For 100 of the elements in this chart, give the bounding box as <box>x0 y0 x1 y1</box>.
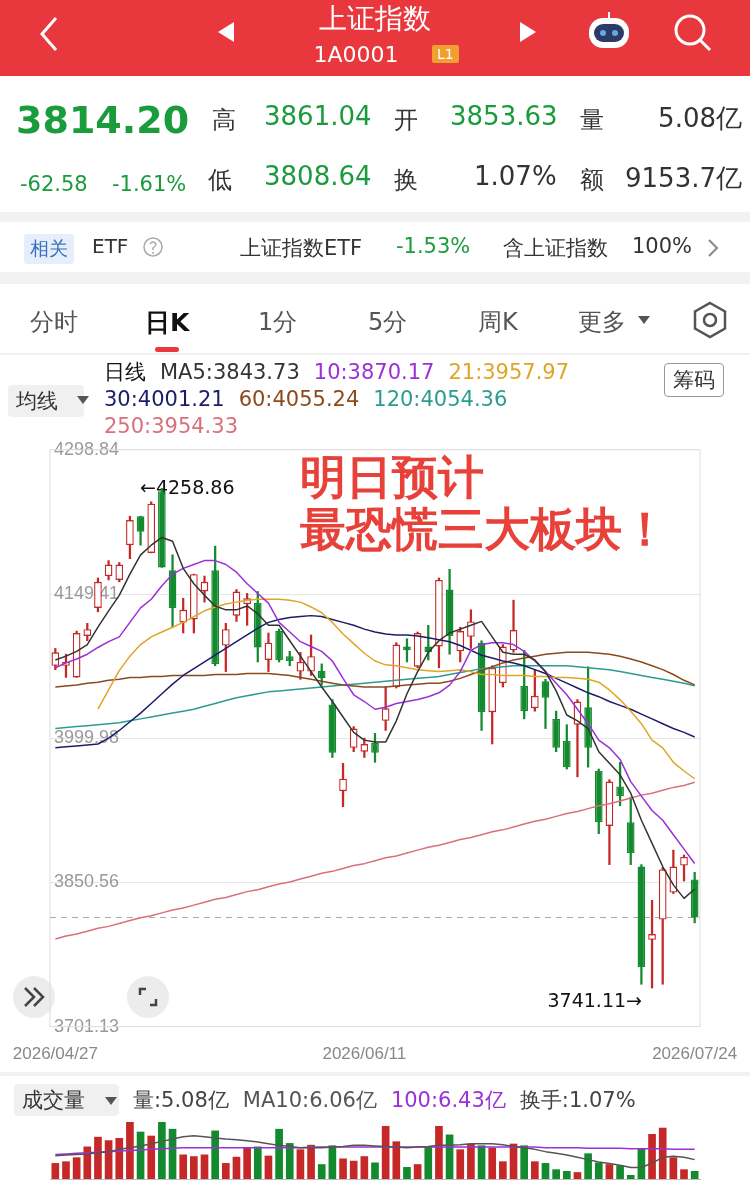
bar <box>349 1160 358 1179</box>
y-tick-label: 4298.84 <box>54 438 120 459</box>
text: 含上证指数 <box>503 235 608 262</box>
text: 21:3957.97 <box>448 359 570 386</box>
series-label: 100:6.43亿 <box>390 1087 506 1114</box>
bar <box>616 1165 624 1179</box>
bar <box>456 1149 465 1179</box>
bar <box>435 1125 443 1179</box>
bar <box>339 1158 347 1179</box>
y-tick-label: 3850.56 <box>54 871 120 892</box>
text: 100% <box>632 234 693 258</box>
text: 低 <box>208 165 232 196</box>
bar <box>158 1122 166 1179</box>
chart-title: 日线 <box>104 359 146 386</box>
bar <box>264 1155 273 1179</box>
bar <box>594 1162 603 1179</box>
bar <box>211 1130 219 1179</box>
text: 分时 <box>30 307 78 338</box>
text: 均线 <box>8 385 84 417</box>
text: 1.07% <box>474 161 557 191</box>
annotation: 明日预计 <box>300 450 485 504</box>
bar <box>467 1143 475 1179</box>
text: ETF <box>92 234 129 258</box>
bar <box>360 1156 369 1179</box>
bar <box>499 1161 507 1179</box>
text: 3814.20 <box>16 98 190 142</box>
bar <box>658 1127 667 1179</box>
text: 额 <box>580 165 604 196</box>
text: 1分 <box>258 307 298 338</box>
bar <box>221 1163 230 1179</box>
series-label: MA10:6.06亿 <box>242 1087 377 1114</box>
bar <box>669 1157 678 1179</box>
bar <box>371 1162 379 1179</box>
chart-title: 成交量 <box>14 1084 119 1116</box>
text: 120:4054.36 <box>373 386 508 413</box>
text: -1.61% <box>112 172 187 196</box>
bar <box>552 1169 560 1179</box>
bar <box>626 1175 635 1179</box>
bar <box>307 1144 315 1179</box>
text: 250:3954.33 <box>104 413 238 440</box>
bar <box>573 1172 582 1179</box>
text: 1A0001 <box>313 42 399 67</box>
text: 日K <box>145 307 190 339</box>
bar <box>424 1146 433 1179</box>
x-tick-label: 2026/04/27 <box>12 1044 98 1064</box>
annotation: 3741.11→ <box>547 989 642 1011</box>
text: 60:4055.24 <box>238 386 360 413</box>
bar <box>179 1154 188 1179</box>
text: MA5:3843.73 <box>160 359 300 386</box>
bar <box>115 1137 124 1179</box>
annotation: ←4258.86 <box>140 476 235 498</box>
text: L1 <box>432 45 459 63</box>
text: 5.08亿 <box>658 102 742 135</box>
bar <box>62 1161 70 1179</box>
x-tick-label: 2026/07/24 <box>652 1044 738 1064</box>
text: 相关 <box>24 234 74 264</box>
y-tick-label: 3701.13 <box>54 1015 120 1036</box>
annotation: 最恐慌三大板块！ <box>300 502 668 556</box>
text: 量:5.08亿 <box>133 1087 229 1114</box>
bar <box>94 1136 102 1179</box>
bar <box>520 1145 529 1179</box>
bar <box>648 1133 656 1179</box>
bar <box>403 1167 411 1179</box>
bar <box>232 1156 241 1179</box>
bar <box>126 1122 134 1179</box>
bar <box>584 1153 592 1179</box>
bar <box>392 1141 401 1179</box>
bar <box>541 1163 550 1179</box>
bar <box>690 1171 699 1179</box>
bar <box>413 1164 422 1179</box>
bar <box>72 1157 81 1179</box>
text: 换 <box>394 165 418 196</box>
bar <box>285 1143 294 1179</box>
text: 3861.04 <box>264 101 372 131</box>
text: 量 <box>580 105 604 136</box>
text: 上证指数ETF <box>240 235 363 262</box>
bar <box>680 1169 688 1179</box>
text: 上证指数 <box>319 1 431 37</box>
bar <box>275 1128 283 1179</box>
bar <box>296 1149 305 1179</box>
text: 高 <box>212 105 236 136</box>
bar <box>562 1171 571 1179</box>
bar <box>317 1164 326 1179</box>
bar <box>51 1163 60 1179</box>
bar <box>253 1146 262 1179</box>
bar <box>200 1154 209 1179</box>
text: 换手:1.07% <box>519 1087 636 1114</box>
bar <box>531 1161 539 1179</box>
bar <box>83 1146 92 1179</box>
text: 5分 <box>368 307 408 338</box>
text: 3808.64 <box>264 161 372 191</box>
bar <box>190 1156 198 1179</box>
x-tick-label: 2026/06/11 <box>322 1044 407 1064</box>
text: 周K <box>478 307 518 338</box>
text: -1.53% <box>396 234 471 258</box>
text: 30:4001.21 <box>104 386 225 413</box>
text: 开 <box>394 105 418 136</box>
text: 更多 <box>578 307 626 338</box>
text: 筹码 <box>664 363 724 397</box>
text: 10:3870.17 <box>313 359 435 386</box>
